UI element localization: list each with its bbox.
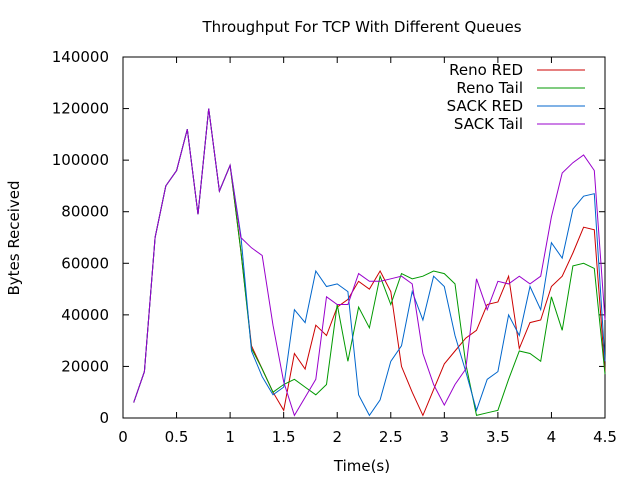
x-tick-label: 0 — [118, 428, 128, 446]
legend-label: SACK RED — [447, 97, 523, 115]
series-line-sack-tail — [133, 108, 606, 417]
legend-label: Reno RED — [449, 61, 523, 79]
legend-label: Reno Tail — [456, 79, 523, 97]
x-tick-label: 0.5 — [165, 428, 189, 446]
x-tick-label: 2.5 — [379, 428, 403, 446]
y-tick-label: 40000 — [61, 306, 109, 324]
y-tick-label: 120000 — [52, 100, 109, 118]
x-tick-label: 3.5 — [486, 428, 510, 446]
chart-title: Throughput For TCP With Different Queues — [201, 18, 521, 36]
y-axis-label: Bytes Received — [5, 180, 23, 295]
y-tick-label: 60000 — [61, 254, 109, 272]
x-tick-label: 1.5 — [272, 428, 296, 446]
y-tick-label: 80000 — [61, 203, 109, 221]
y-tick-label: 140000 — [52, 48, 109, 66]
x-axis-label: Time(s) — [333, 457, 390, 475]
y-tick-label: 20000 — [61, 357, 109, 375]
x-tick-label: 1 — [225, 428, 235, 446]
y-tick-label: 0 — [99, 409, 109, 427]
x-tick-label: 4 — [547, 428, 557, 446]
y-tick-label: 100000 — [52, 151, 109, 169]
plot-frame — [122, 56, 606, 419]
x-tick-label: 4.5 — [593, 428, 617, 446]
legend-label: SACK Tail — [454, 115, 523, 133]
series-lines — [133, 108, 606, 417]
x-tick-label: 3 — [440, 428, 450, 446]
x-tick-label: 2 — [332, 428, 342, 446]
axis-ticks: 0 0.5 1 1.5 2 2.5 3 3.5 4 4.5 0 20000 40000 60000 8000… — [52, 48, 617, 446]
